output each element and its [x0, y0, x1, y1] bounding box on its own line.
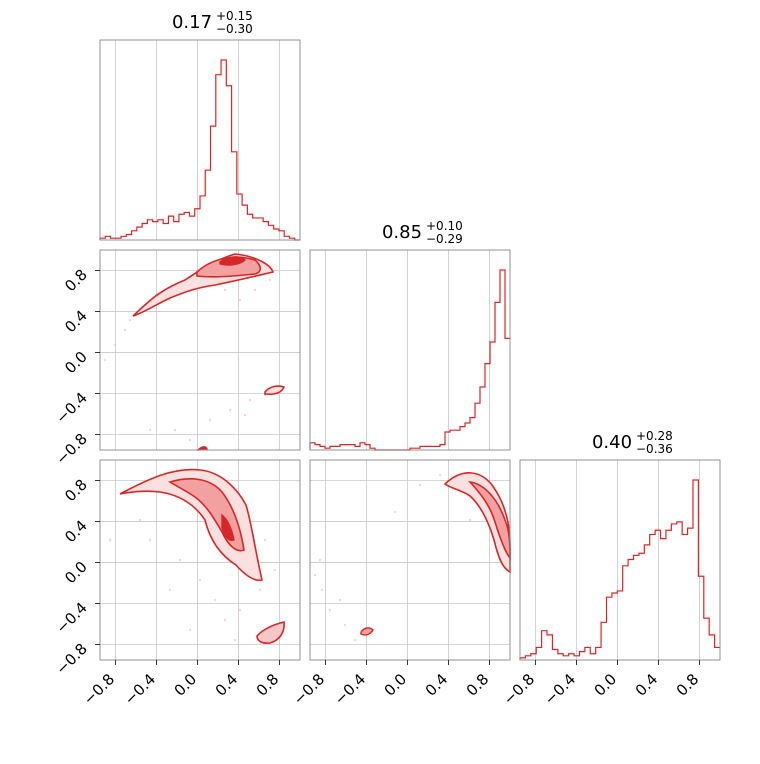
param-title-0: 0.17	[172, 12, 212, 33]
y-tick-label: 0.0	[61, 348, 91, 378]
contour-island	[360, 627, 374, 636]
panel-frame-2-2	[519, 459, 721, 661]
param-title-2: 0.40	[592, 432, 632, 453]
contour-speck	[196, 446, 208, 451]
histogram-line-0	[99, 59, 300, 241]
panel-frame-1-0	[99, 249, 301, 451]
panel-frame-1-1	[309, 249, 511, 451]
x-tick-label: 0.8	[463, 670, 493, 700]
x-tick-label: 0.4	[632, 670, 662, 700]
y-tick-label: 0.0	[61, 558, 91, 588]
scatter-points	[313, 473, 472, 642]
y-tick-label: 0.4	[61, 307, 91, 337]
x-tick-label: 0.8	[673, 670, 703, 700]
x-tick-label: 0.0	[591, 670, 621, 700]
histogram-line-2	[519, 479, 720, 660]
x-tick-label: 0.4	[212, 670, 242, 700]
contour-island	[264, 385, 286, 395]
contour-island	[256, 620, 285, 644]
scatter-points	[103, 278, 272, 442]
panel-frame-0-0	[99, 39, 301, 241]
gridlines	[100, 40, 700, 660]
panel-titles: 0.17 +0.15−0.30 0.85 +0.10−0.29 0.40 +0.28−0.…	[172, 9, 673, 456]
y-tick-label: −0.8	[52, 640, 90, 678]
x-tick-label: 0.0	[381, 670, 411, 700]
y-tick-label: 0.8	[61, 476, 91, 506]
grid-0-0	[114, 40, 280, 240]
x-tick-label: −0.8	[500, 670, 538, 708]
grid-2-1	[310, 460, 510, 660]
panel-2d-param1-vs-param2	[313, 472, 511, 642]
contour-inner	[221, 513, 235, 542]
x-tick-label: 0.4	[422, 670, 452, 700]
contour-inner	[219, 256, 246, 266]
x-tick-label: −0.8	[80, 670, 118, 708]
scatter-points	[108, 518, 277, 642]
grid-1-1	[324, 250, 490, 450]
y-tick-label: 0.4	[61, 517, 91, 547]
y-tick-label: −0.8	[52, 430, 90, 468]
x-tick-label: −0.8	[290, 670, 328, 708]
contour-mid	[196, 256, 262, 278]
x-tick-label: −0.4	[541, 670, 579, 708]
panel-frames	[99, 39, 721, 661]
panel-2d-param0-vs-param2	[108, 468, 285, 644]
y-tick-label: 0.8	[61, 266, 91, 296]
grid-1-0	[100, 250, 300, 450]
param-title-plus-1: +0.10	[426, 219, 463, 233]
param-title-plus-0: +0.15	[216, 9, 253, 23]
x-tick-label: 0.0	[171, 670, 201, 700]
panel-2d-param0-vs-param1	[103, 253, 286, 451]
grid-2-2	[534, 460, 700, 660]
x-tick-label: −0.4	[331, 670, 369, 708]
histograms	[99, 59, 720, 660]
panel-frame-2-1	[309, 459, 511, 661]
y-tick-label: −0.4	[52, 599, 90, 637]
param-title-minus-0: −0.30	[216, 22, 253, 36]
panel-frame-2-0	[99, 459, 301, 661]
param-title-minus-2: −0.36	[636, 442, 673, 456]
y-tick-label: −0.4	[52, 389, 90, 427]
x-tick-label: −0.4	[121, 670, 159, 708]
param-title-1: 0.85	[382, 222, 422, 243]
param-title-plus-2: +0.28	[636, 429, 673, 443]
param-title-minus-1: −0.29	[426, 232, 463, 246]
histogram-line-1	[309, 269, 510, 451]
x-tick-label: 0.8	[253, 670, 283, 700]
